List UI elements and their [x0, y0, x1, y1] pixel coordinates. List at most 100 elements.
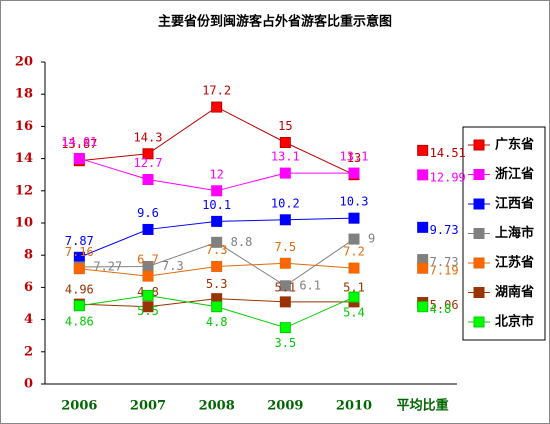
- value-label: 13.1: [340, 150, 369, 164]
- value-label: 10.3: [340, 195, 369, 209]
- x-tick-label: 2010: [336, 399, 372, 414]
- marker: [211, 101, 223, 113]
- value-label: 7.87: [65, 234, 94, 248]
- legend-label: 江西省: [495, 196, 534, 212]
- value-label: 12.7: [134, 156, 163, 170]
- y-tick-label: 18: [15, 87, 33, 102]
- value-label: 9.6: [137, 206, 159, 220]
- value-label: 14.3: [134, 130, 163, 144]
- legend-marker: [473, 316, 485, 328]
- marker: [348, 212, 360, 224]
- value-label: 13.1: [271, 150, 300, 164]
- marker: [142, 270, 154, 282]
- average-label: 9.73: [430, 223, 459, 237]
- marker: [142, 148, 154, 160]
- marker: [279, 280, 291, 292]
- marker: [279, 296, 291, 308]
- marker: [348, 291, 360, 303]
- average-marker: [417, 169, 429, 181]
- marker: [211, 301, 223, 313]
- average-marker: [417, 301, 429, 313]
- marker: [73, 263, 85, 275]
- value-label: 6.7: [137, 253, 159, 267]
- legend-label: 广东省: [495, 137, 534, 153]
- value-label: 13.87: [61, 137, 97, 151]
- value-label: 10.1: [202, 198, 231, 212]
- marker: [348, 262, 360, 274]
- value-label: 7.2: [343, 245, 365, 259]
- y-tick-label: 14: [15, 151, 33, 166]
- marker: [73, 152, 85, 164]
- value-label: 4.86: [65, 314, 94, 328]
- value-label: 7.16: [65, 245, 94, 259]
- value-label: 5.1: [343, 280, 365, 294]
- value-label: 10.2: [271, 196, 300, 210]
- average-label: 12.99: [430, 170, 466, 184]
- average-label: 14.51: [430, 146, 466, 160]
- value-label: 12: [209, 167, 223, 181]
- marker: [348, 233, 360, 245]
- value-label: 3.5: [274, 336, 296, 350]
- marker: [211, 260, 223, 272]
- x-tick-label: 平均比重: [397, 398, 449, 414]
- marker: [279, 214, 291, 226]
- value-label: 5.5: [137, 304, 159, 318]
- y-tick-label: 16: [15, 119, 33, 134]
- y-tick-label: 10: [15, 216, 33, 231]
- value-label: 7.3: [206, 243, 228, 257]
- x-tick-label: 2006: [61, 399, 97, 414]
- average-label: 4.8: [430, 302, 452, 316]
- marker: [142, 301, 154, 313]
- marker: [73, 300, 85, 312]
- x-tick-label: 2008: [199, 399, 235, 414]
- y-tick-label: 0: [24, 377, 33, 392]
- chart-title: 主要省份到闽游客占外省游客比重示意图: [158, 14, 392, 30]
- marker: [142, 289, 154, 301]
- y-tick-label: 8: [24, 248, 33, 263]
- value-label: 15: [278, 119, 292, 133]
- value-label: 8.8: [231, 235, 253, 249]
- y-tick-label: 20: [15, 55, 33, 70]
- marker: [279, 167, 291, 179]
- marker: [142, 174, 154, 186]
- value-label: 17.2: [202, 84, 231, 98]
- value-label: 13: [347, 151, 361, 165]
- average-label: 7.73: [430, 255, 459, 269]
- legend-marker: [473, 228, 485, 239]
- marker: [211, 215, 223, 227]
- average-marker: [417, 221, 429, 233]
- marker: [348, 167, 360, 179]
- marker: [279, 137, 291, 148]
- value-label: 7.27: [93, 259, 122, 273]
- marker: [211, 185, 223, 197]
- marker: [279, 322, 291, 334]
- value-label: 5.3: [206, 277, 228, 291]
- value-label: 7.3: [162, 259, 184, 273]
- average-marker: [417, 262, 429, 274]
- legend-label: 湖南省: [495, 284, 534, 300]
- average-marker: [417, 144, 429, 156]
- x-tick-label: 2009: [267, 399, 303, 414]
- y-tick-label: 2: [24, 344, 33, 359]
- y-tick-label: 12: [15, 183, 33, 198]
- legend-marker: [473, 198, 485, 210]
- value-label: 6.1: [299, 278, 321, 292]
- legend-label: 江苏省: [495, 255, 534, 271]
- value-label: 4.8: [206, 315, 228, 329]
- legend-marker: [473, 287, 485, 298]
- value-label: 5.4: [343, 306, 365, 320]
- value-label: 7.5: [274, 240, 296, 254]
- legend-label: 浙江省: [495, 166, 534, 182]
- value-label: 4.96: [65, 283, 94, 297]
- value-label: 14.01: [61, 135, 97, 149]
- legend-label: 北京市: [495, 314, 534, 330]
- marker: [211, 236, 223, 248]
- value-label: 5.1: [274, 280, 296, 294]
- legend-marker: [473, 169, 485, 180]
- legend-marker: [473, 139, 485, 151]
- average-label: 7.19: [430, 264, 459, 278]
- marker: [142, 223, 154, 235]
- value-label: 9: [368, 232, 375, 246]
